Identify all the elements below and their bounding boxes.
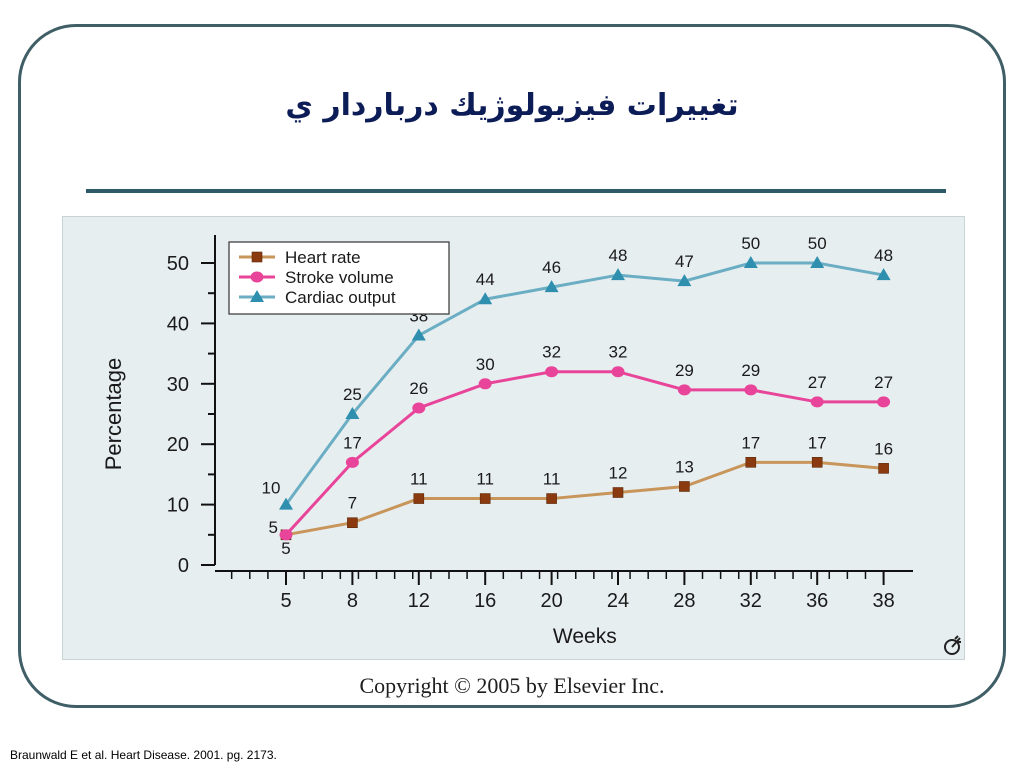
heart-rate-data-label: 12 [609,464,628,483]
y-tick-label: 0 [178,555,189,577]
cardiac-output-data-label: 44 [476,270,495,289]
heart-rate-data-label: 17 [808,433,827,452]
cardiac-output-point [743,256,758,268]
heart-rate-data-label: 16 [874,439,893,458]
stroke-volume-point [478,378,492,390]
stroke-volume-data-label: 30 [476,355,495,374]
heart-rate-point [413,493,425,504]
heart-rate-line [285,460,884,537]
heart-rate-data-label: 13 [675,457,694,476]
stroke-volume-data-label: 32 [542,343,561,362]
legend-stroke-volume-label: Stroke volume [285,268,394,287]
y-tick-label: 40 [167,313,189,335]
heart-rate-point [546,493,557,504]
y-tick-label: 30 [167,374,189,396]
cardiac-output-point [411,328,426,341]
legend-cardiac-output-label: Cardiac output [285,288,396,307]
heart-rate-data-label: 11 [543,470,561,489]
copyright-text: Copyright © 2005 by Elsevier Inc. [359,673,665,698]
cardiac-output-point [345,407,360,419]
cardiac-output-point [478,292,493,305]
stroke-volume-data-label: 29 [675,361,694,380]
cardiac-output-data-label: 48 [609,246,628,265]
cardiac-output-data-label: 48 [874,246,893,265]
heart-rate-data-label: 5 [281,539,290,558]
stroke-volume-data-label: 17 [343,433,362,452]
cardiac-output-point [611,268,625,281]
x-tick-label: 12 [408,590,430,612]
stroke-volume-point [412,402,426,414]
stroke-volume-data-label: 27 [874,373,893,392]
heart-rate-data-label: 11 [476,470,494,489]
chart-figure: 0 10 20 30 40 50 5 8 12 16 20 24 28 32 36 38 Weeks Percen… [62,216,965,660]
heart-rate-point [612,487,624,498]
heart-rate-data-label: 11 [410,470,428,489]
legend-cardiac-output-marker [250,290,264,302]
x-tick-label: 8 [347,590,358,612]
cardiac-output-data-label: 50 [741,234,760,253]
stroke-volume-point [877,396,891,408]
stroke-volume-point [345,456,359,468]
citation-text: Braunwald E et al. Heart Disease. 2001. … [10,748,277,762]
x-tick-label: 36 [806,590,828,612]
stroke-volume-point [279,529,293,541]
heart-rate-data-label: 17 [741,433,760,452]
heart-rate-point [878,463,889,474]
heart-rate-point [679,481,690,492]
heart-rate-point [745,457,757,468]
x-tick-label: 16 [474,590,496,612]
stroke-volume-point [810,396,824,408]
heart-rate-data-label: 7 [348,494,357,513]
elsevier-tree-icon [940,633,966,664]
stroke-volume-point [677,384,691,396]
stroke-volume-data-label: 5 [269,518,278,537]
x-axis-label: Weeks [553,625,617,648]
legend-heart-rate-marker [251,251,263,263]
x-tick-label: 24 [607,590,629,612]
x-tick-label: 20 [540,590,562,612]
cardiac-output-data-label: 10 [262,479,281,498]
x-tick-label: 38 [872,590,894,612]
legend-heart-rate-label: Heart rate [285,248,361,267]
title-divider [86,189,946,193]
cardiac-output-line [284,261,884,506]
legend-stroke-volume-marker [250,271,264,283]
stroke-volume-point [744,384,758,396]
chart-svg: 0 10 20 30 40 50 5 8 12 16 20 24 28 32 36 38 Weeks Percen… [63,233,913,657]
cardiac-output-point [810,256,825,268]
stroke-volume-point [611,366,625,378]
cardiac-output-point [677,274,692,287]
x-tick-label: 28 [673,590,695,612]
stroke-volume-line [284,370,884,536]
x-tick-label: 5 [280,590,291,612]
y-tick-label: 50 [167,253,189,275]
stroke-volume-data-label: 27 [808,373,827,392]
cardiac-output-data-label: 47 [675,252,694,271]
heart-rate-point [347,517,358,529]
cardiac-output-point [876,268,891,281]
y-tick-label: 10 [167,495,189,517]
cardiac-output-point [544,280,559,293]
cardiac-output-data-label: 50 [808,234,827,253]
cardiac-output-data-label: 46 [542,258,561,277]
cardiac-output-point [279,497,293,510]
heart-rate-point [811,457,823,468]
stroke-volume-data-label: 29 [741,361,760,380]
slide-title: تغييرات فيزيولوژيك درباردار ي [285,88,739,123]
heart-rate-point [479,493,491,504]
stroke-volume-point [545,366,559,378]
y-axis-label: Percentage [101,358,126,471]
cardiac-output-data-label: 25 [343,385,362,404]
y-tick-label: 20 [167,434,189,456]
stroke-volume-data-label: 32 [609,343,628,362]
stroke-volume-data-label: 26 [409,379,428,398]
x-tick-label: 32 [740,590,762,612]
